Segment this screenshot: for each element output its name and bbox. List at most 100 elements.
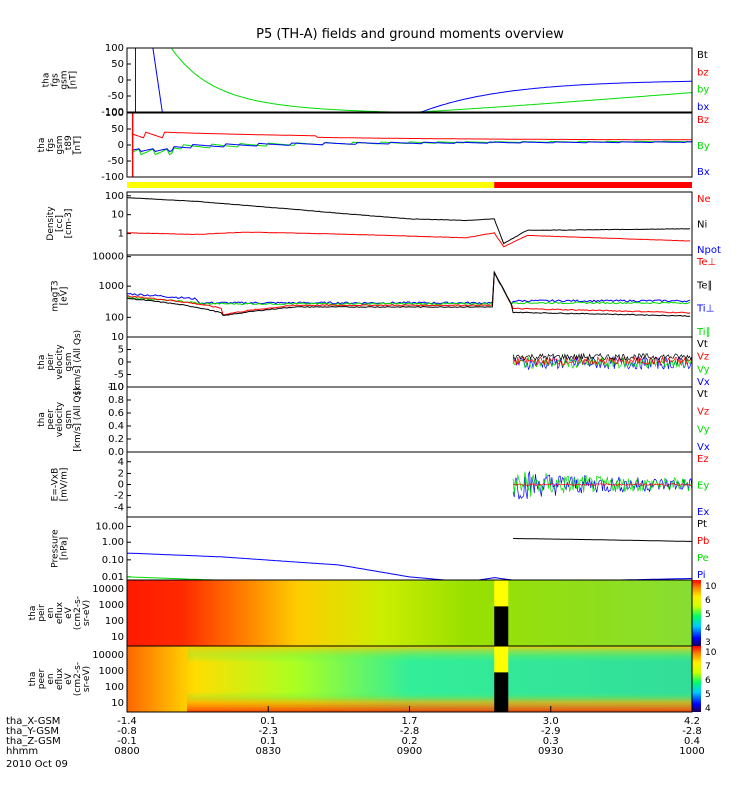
ylabel-fgs2-0: tha (37, 138, 47, 153)
yticklabel-peer_vel-1: 0.8 (108, 395, 124, 406)
ylabel-peer_vel-0: tha (37, 412, 47, 427)
yticklabel-efield-0: 4 (118, 457, 124, 468)
ylabel-peir_vel-4: [km/s] (All Qs) (73, 330, 83, 394)
series-temp-Tipar (126, 271, 691, 306)
ylabel-pressure-0: Pressure (51, 529, 61, 568)
xaxis-rowlabel-3: hhmm (6, 746, 38, 757)
xaxis-value-3-3: 0930 (538, 746, 563, 757)
panel-frame-efield (126, 451, 693, 518)
yticklabel-fgs-1: 50 (111, 59, 124, 70)
series-fgs-bx (418, 80, 692, 114)
yticklabel-efield-2: 0 (118, 480, 124, 491)
yticklabel-fgs2-0: 100 (105, 108, 124, 119)
ylabel-density-2: [cm-3] (64, 209, 74, 239)
panel-frame-peer_vel (126, 386, 693, 453)
yticklabel-efield-1: 2 (118, 468, 124, 479)
legend-fgs2-2: Bx (697, 167, 710, 178)
panel-frame-density (126, 191, 693, 256)
yticklabel-peer_spec-1: 1000 (99, 666, 124, 677)
yticklabel-peer_spec-3: 10 (111, 698, 124, 709)
legend-peir_vel-3: Vx (697, 377, 710, 388)
yticklabel-pressure-3: 0.01 (102, 572, 124, 583)
ylabel-peir_spec-6: sr-eV) (82, 600, 92, 626)
legend-fgs-2: by (697, 85, 709, 96)
legend-pressure-3: Pi (697, 570, 706, 581)
yticklabel-peer_vel-5: 0.0 (108, 447, 124, 458)
legend-peir_vel-1: Vz (697, 352, 709, 363)
ylabel-peer_spec-3: eflux (55, 667, 65, 690)
ylabel-peer_vel-1: peer (46, 409, 56, 430)
ylabel-peer_spec-4: eV (64, 672, 74, 685)
legend-density-0: Ne (697, 194, 711, 205)
series-temp-Tepar (126, 270, 691, 317)
xaxis-date: 2010 Oct 09 (6, 759, 68, 770)
series-pressure-Pi (126, 552, 692, 583)
yticklabel-peir_vel-3: -5 (114, 370, 124, 381)
series-t89-bz (131, 131, 692, 141)
mode-bar-slow (127, 182, 495, 188)
yticklabel-fgs2-4: -100 (101, 172, 124, 183)
spectrogram-gap-top-1 (494, 646, 509, 673)
series-fgs-bx-spike2 (152, 47, 163, 113)
colorbar-label-peer_spec-1: 7 (705, 662, 711, 672)
xaxis-rowlabel-1: tha_Y-GSM (6, 726, 59, 737)
ylabel-peir_spec-2: en (46, 607, 56, 618)
legend-efield-0: Ez (697, 454, 709, 465)
series-t89-bx (131, 141, 692, 152)
yticklabel-peir_vel-0: 10 (111, 332, 124, 343)
spectrogram-gap-1 (494, 672, 509, 712)
ylabel-fgs-2: gsm (60, 70, 70, 89)
yticklabel-fgs-4: -100 (101, 107, 124, 118)
ylabel-peer_spec-2: en (46, 673, 56, 684)
colorbar-label-peir_spec-4: 3 (705, 638, 711, 648)
ylabel-fgs-0: tha (42, 73, 52, 88)
yticklabel-peir_spec-2: 100 (105, 616, 124, 627)
xaxis-rowlabel-0: tha_X-GSM (6, 716, 60, 727)
ylabel-fgs-1: fgs (51, 73, 61, 87)
yticklabel-pressure-1: 1.00 (102, 537, 124, 548)
colorbar-peir_spec (692, 580, 701, 646)
xaxis-value-0-0: -1.4 (117, 716, 137, 727)
legend-peer_vel-3: Vx (697, 442, 710, 453)
xaxis-value-1-1: -2.3 (258, 726, 278, 737)
yticklabel-peer_vel-0: 1.0 (108, 382, 124, 393)
panel-frame-fgs2 (126, 112, 693, 178)
ylabel-temp-0: magT3 (51, 280, 61, 311)
legend-temp-2: Ti⊥ (696, 304, 714, 315)
panel-frame-temp (126, 254, 693, 338)
ylabel-fgs2-4: [nT] (73, 136, 83, 154)
colorbar-label-peer_spec-3: 5 (705, 690, 711, 700)
legend-density-2: Npot (697, 245, 721, 256)
yticklabel-efield-4: -4 (114, 502, 124, 513)
yticklabel-peer_spec-0: 10000 (92, 650, 124, 661)
ylabel-pressure-1: [nPa] (60, 537, 70, 560)
colorbar-label-peir_spec-0: 10 (705, 582, 717, 592)
ylabel-fgs2-1: fgs (46, 138, 56, 152)
series-fgs-by (171, 48, 693, 114)
yticklabel-density-2: 1 (118, 229, 124, 240)
ylabel-density-0: Density (46, 206, 56, 241)
legend-peer_vel-1: Vz (697, 407, 709, 418)
panel-frame-fgs (126, 47, 693, 113)
spectrogram-gap-0 (494, 606, 509, 646)
xaxis-value-2-4: 0.4 (684, 736, 700, 747)
series-temp-Teperp (126, 270, 691, 316)
ylabel-peir_spec-3: eflux (55, 601, 65, 624)
ylabel-peer_vel-2: velocity (55, 401, 65, 437)
ylabel-peir_spec-1: peir (37, 604, 47, 622)
legend-peir_vel-0: Vt (697, 339, 708, 350)
ylabel-peer_spec-6: sr-eV) (82, 666, 92, 692)
series-density-Ni (126, 197, 691, 245)
yticklabel-fgs-3: -50 (108, 91, 124, 102)
ylabel-peir_vel-1: peir (46, 353, 56, 371)
spectrogram-peir (127, 580, 692, 646)
colorbar-label-peir_spec-1: 6 (705, 596, 711, 606)
yticklabel-efield-3: -2 (114, 491, 124, 502)
xaxis-value-2-1: 0.1 (260, 736, 276, 747)
xaxis-value-0-4: 4.2 (684, 716, 700, 727)
ylabel-density-1: [cc] (55, 215, 65, 232)
legend-peer_vel-0: Vt (697, 389, 708, 400)
yticklabel-fgs-0: 100 (105, 43, 124, 54)
yticklabel-peir_vel-1: 5 (118, 345, 124, 356)
